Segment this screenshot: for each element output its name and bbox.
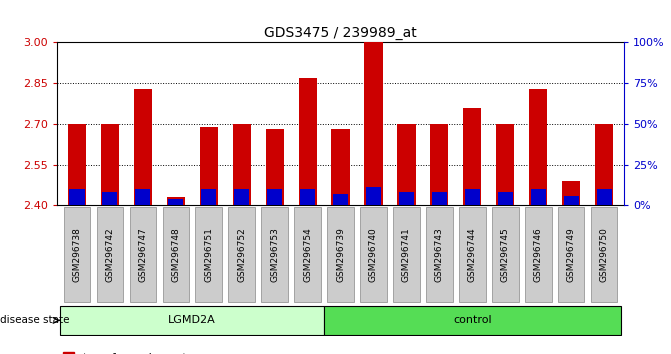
Text: GSM296742: GSM296742	[105, 228, 114, 282]
Bar	[464, 108, 482, 205]
FancyBboxPatch shape	[591, 207, 617, 302]
Bar	[331, 129, 350, 205]
Text: GSM296749: GSM296749	[567, 228, 576, 282]
Text: GSM296750: GSM296750	[600, 227, 609, 282]
Bar	[135, 189, 150, 205]
FancyBboxPatch shape	[195, 207, 222, 302]
Text: GSM296752: GSM296752	[237, 228, 246, 282]
Text: GSM296754: GSM296754	[303, 228, 312, 282]
Bar	[201, 189, 216, 205]
Bar	[430, 124, 448, 205]
Bar	[366, 187, 381, 205]
Bar	[595, 124, 613, 205]
Bar	[498, 192, 513, 205]
Bar	[168, 199, 183, 205]
FancyBboxPatch shape	[360, 207, 386, 302]
Bar	[68, 124, 86, 205]
Bar	[564, 195, 579, 205]
Bar	[529, 88, 548, 205]
FancyBboxPatch shape	[525, 207, 552, 302]
Bar	[102, 192, 117, 205]
FancyBboxPatch shape	[64, 207, 90, 302]
Bar	[299, 78, 317, 205]
Text: GSM296741: GSM296741	[402, 228, 411, 282]
Text: GSM296738: GSM296738	[72, 227, 81, 282]
Bar	[101, 124, 119, 205]
Text: GSM296746: GSM296746	[534, 228, 543, 282]
Text: GSM296748: GSM296748	[171, 228, 180, 282]
Text: control: control	[453, 315, 492, 325]
FancyBboxPatch shape	[558, 207, 584, 302]
Bar	[166, 197, 185, 205]
Text: GSM296747: GSM296747	[138, 228, 147, 282]
Text: GSM296743: GSM296743	[435, 228, 444, 282]
Text: GSM296744: GSM296744	[468, 228, 477, 282]
Text: LGMD2A: LGMD2A	[168, 315, 216, 325]
Text: disease state: disease state	[0, 315, 70, 325]
FancyBboxPatch shape	[492, 207, 519, 302]
Bar	[597, 189, 612, 205]
Bar	[199, 127, 217, 205]
Text: GSM296740: GSM296740	[369, 228, 378, 282]
Bar	[266, 129, 284, 205]
Bar	[465, 189, 480, 205]
Bar	[300, 189, 315, 205]
FancyBboxPatch shape	[295, 207, 321, 302]
Text: GSM296745: GSM296745	[501, 228, 510, 282]
FancyBboxPatch shape	[262, 207, 288, 302]
FancyBboxPatch shape	[426, 207, 453, 302]
Bar	[531, 189, 546, 205]
Bar	[364, 42, 382, 205]
FancyBboxPatch shape	[327, 207, 354, 302]
Bar	[562, 181, 580, 205]
FancyBboxPatch shape	[393, 207, 419, 302]
Bar	[399, 192, 414, 205]
Title: GDS3475 / 239989_at: GDS3475 / 239989_at	[264, 26, 417, 40]
FancyBboxPatch shape	[162, 207, 189, 302]
FancyBboxPatch shape	[97, 207, 123, 302]
Bar	[267, 189, 282, 205]
Bar	[397, 124, 415, 205]
Bar	[333, 194, 348, 205]
FancyBboxPatch shape	[130, 207, 156, 302]
Text: GSM296753: GSM296753	[270, 227, 279, 282]
Bar	[69, 189, 85, 205]
Bar	[233, 124, 251, 205]
FancyBboxPatch shape	[324, 306, 621, 335]
Bar	[431, 192, 447, 205]
FancyBboxPatch shape	[60, 306, 324, 335]
Bar	[497, 124, 515, 205]
Text: GSM296751: GSM296751	[204, 227, 213, 282]
Text: GSM296739: GSM296739	[336, 227, 345, 282]
Bar	[234, 189, 250, 205]
FancyBboxPatch shape	[459, 207, 486, 302]
Legend: transformed count, percentile rank within the sample: transformed count, percentile rank withi…	[62, 353, 270, 354]
FancyBboxPatch shape	[228, 207, 255, 302]
Bar	[134, 88, 152, 205]
